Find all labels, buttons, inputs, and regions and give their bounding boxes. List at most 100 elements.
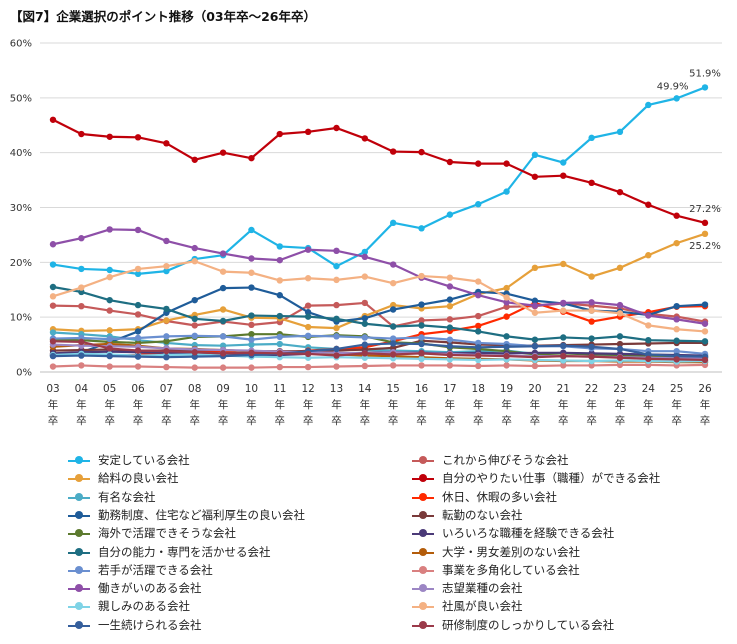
- data-point: [446, 296, 454, 303]
- data-point: [475, 339, 482, 347]
- data-point: [389, 335, 397, 342]
- data-point: [588, 357, 595, 365]
- data-point: [219, 250, 227, 257]
- data-point: [333, 301, 340, 309]
- data-point: [389, 340, 397, 347]
- data-point: [134, 328, 142, 335]
- data-point: [78, 352, 85, 359]
- data-point: [163, 140, 170, 147]
- data-point: [418, 301, 425, 308]
- data-point: [531, 151, 539, 159]
- series-line: [52, 352, 706, 363]
- data-point: [106, 345, 113, 352]
- legend-label: 休日、休暇の多い会社: [442, 489, 557, 504]
- data-point: [389, 279, 397, 287]
- data-point: [78, 338, 85, 346]
- data-point: [503, 160, 510, 167]
- data-point: [78, 303, 85, 310]
- data-point: [276, 363, 283, 371]
- data-point: [333, 324, 340, 332]
- data-point: [531, 173, 539, 180]
- series-line: [52, 118, 706, 224]
- data-point: [219, 350, 227, 357]
- data-point: [361, 248, 369, 256]
- data-point: [701, 328, 709, 335]
- data-point: [560, 334, 567, 341]
- data-point: [475, 328, 482, 335]
- y-tick-label: 20%: [10, 258, 32, 269]
- data-point: [418, 148, 425, 156]
- data-point: [304, 302, 312, 309]
- data-point: [673, 326, 680, 333]
- data-point: [276, 312, 283, 320]
- data-point: [475, 356, 482, 364]
- data-point: [49, 363, 57, 370]
- legend-marker: [75, 456, 83, 464]
- data-point: [248, 336, 255, 343]
- x-tick-label: 21 年卒: [557, 383, 570, 427]
- data-point: [248, 364, 255, 371]
- data-point: [503, 299, 510, 306]
- data-point: [673, 316, 680, 323]
- data-point: [560, 159, 567, 166]
- legend-label: 安定している会社: [98, 453, 190, 467]
- data-point: [219, 268, 227, 275]
- data-point: [503, 294, 510, 301]
- data-point: [616, 354, 624, 361]
- data-point: [446, 274, 454, 281]
- data-point: [304, 332, 312, 340]
- data-point: [418, 317, 425, 324]
- data-point: [446, 351, 454, 359]
- data-point: [446, 158, 454, 166]
- data-point: [475, 201, 482, 208]
- data-point: [588, 307, 595, 314]
- y-tick-label: 10%: [10, 313, 32, 324]
- data-point: [219, 364, 227, 371]
- data-point: [475, 362, 482, 370]
- data-point: [475, 312, 482, 320]
- data-point: [163, 317, 170, 324]
- data-point: [134, 334, 142, 342]
- data-point: [304, 128, 312, 136]
- data-point: [673, 95, 680, 102]
- data-point: [134, 301, 142, 309]
- legend-marker: [75, 510, 83, 519]
- data-point: [134, 363, 142, 370]
- data-point: [446, 362, 454, 369]
- data-point: [219, 306, 227, 313]
- data-point: [588, 318, 595, 325]
- data-point: [503, 284, 510, 292]
- legend-label: 研修制度のしっかりしている会社: [442, 617, 615, 632]
- data-point: [333, 363, 340, 370]
- data-point: [531, 264, 539, 272]
- legend-marker: [419, 602, 427, 611]
- data-point: [191, 315, 198, 323]
- data-point: [49, 241, 57, 248]
- data-point: [616, 340, 624, 348]
- data-point: [588, 134, 595, 142]
- x-tick-label: 15 年卒: [386, 383, 399, 427]
- data-point: [106, 327, 113, 334]
- x-tick-label: 16 年卒: [415, 383, 429, 427]
- data-point: [361, 135, 369, 142]
- data-point: [78, 265, 85, 273]
- data-point: [361, 350, 369, 357]
- series-line: [52, 334, 706, 355]
- data-point: [616, 345, 624, 353]
- y-tick-label: 40%: [10, 148, 32, 159]
- data-point: [106, 307, 113, 314]
- data-point: [446, 303, 454, 310]
- data-point: [163, 363, 170, 371]
- legend-marker: [419, 456, 427, 464]
- data-point: [248, 330, 255, 338]
- data-point: [616, 128, 624, 136]
- data-point: [248, 341, 255, 348]
- x-tick-label: 18 年卒: [472, 383, 485, 427]
- data-point: [106, 335, 113, 343]
- data-label: 49.9%: [657, 81, 689, 92]
- data-point: [106, 266, 113, 274]
- legend-marker: [75, 474, 83, 483]
- data-point: [503, 362, 510, 369]
- data-point: [503, 313, 510, 320]
